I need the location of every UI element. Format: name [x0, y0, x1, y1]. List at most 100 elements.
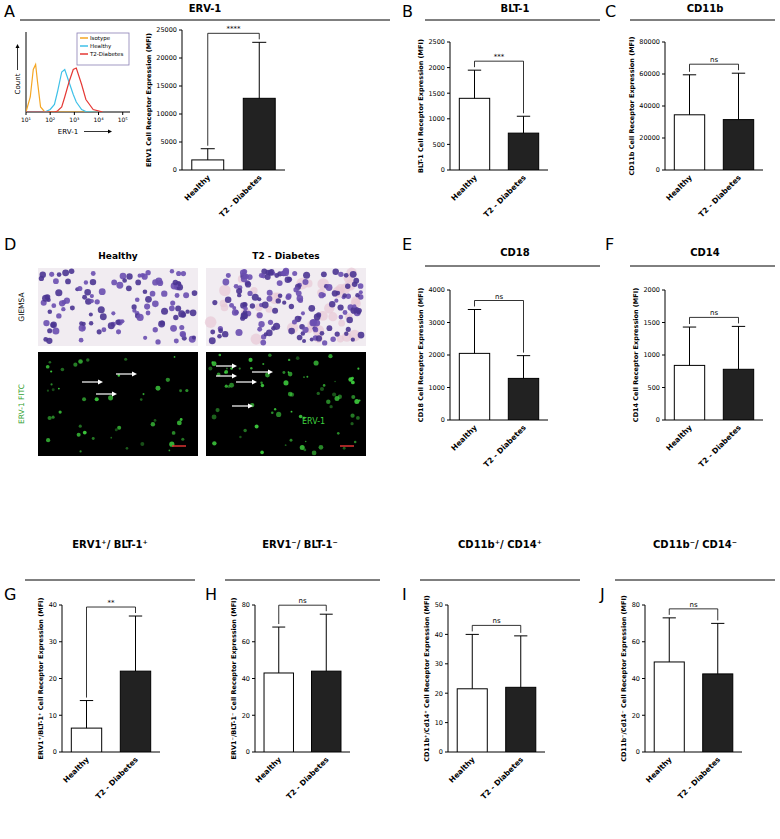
significance-label: ns — [710, 56, 718, 64]
giemsa-image — [38, 268, 198, 346]
bar — [506, 687, 536, 752]
fluorescent-cell — [351, 377, 354, 380]
y-tick-label: 80 — [242, 601, 250, 609]
fluorescent-cell — [328, 354, 332, 358]
error-stem — [135, 616, 136, 671]
error-stem — [207, 149, 208, 160]
error-bar — [711, 623, 724, 674]
error-bar — [514, 636, 527, 687]
fluorescent-cell — [243, 429, 246, 432]
cell — [358, 332, 365, 339]
bar-panel: 010203040ERV1⁺/BLT-1⁺ Cell Receptor Expr… — [37, 597, 160, 801]
cell — [81, 326, 85, 330]
y-tick-label: 60 — [632, 638, 640, 646]
significance-bracket — [208, 33, 260, 145]
fitc-image — [206, 352, 366, 456]
y-tick-label: 0 — [246, 748, 250, 756]
y-tick — [447, 170, 450, 171]
rbc — [287, 322, 299, 334]
error-bar — [468, 310, 481, 354]
cell — [90, 279, 96, 285]
fluorescent-cell — [303, 376, 305, 378]
y-tick-label: 0 — [441, 166, 445, 174]
cell — [258, 321, 264, 327]
cell — [358, 283, 364, 289]
y-tick — [447, 420, 450, 421]
cell — [50, 322, 57, 329]
y-tick — [445, 663, 448, 664]
y-tick — [662, 420, 665, 421]
cell — [302, 327, 308, 333]
cell — [292, 271, 297, 276]
cell — [321, 271, 327, 277]
cell — [209, 337, 216, 344]
title-rule — [425, 266, 600, 267]
y-tick-label: 500 — [648, 384, 660, 392]
cell — [357, 308, 362, 313]
significance-label: ns — [495, 293, 503, 301]
y-tick — [252, 605, 255, 606]
y-tick-label: 20 — [49, 675, 57, 683]
category-label: T2 - Diabetes — [218, 173, 264, 219]
y-axis-label: CD18 Cell Receptor Expression (MFI) — [417, 288, 425, 422]
category-label: T2 - Diabetes — [676, 755, 722, 801]
y-tick-label: 10000 — [156, 110, 177, 118]
y-tick — [445, 693, 448, 694]
cell — [161, 308, 168, 315]
legend-box — [77, 33, 129, 65]
cell — [111, 311, 115, 315]
arrow — [252, 371, 268, 372]
y-tick — [59, 605, 62, 606]
cell — [116, 329, 121, 334]
cell — [345, 284, 350, 289]
cell — [153, 327, 158, 332]
y-tick — [662, 322, 665, 323]
error-stem — [259, 42, 260, 98]
legend-label: Isotype — [90, 35, 111, 42]
fluorescent-cell — [248, 358, 252, 362]
cell — [39, 276, 44, 281]
fluorescent-cell — [276, 412, 281, 417]
x-arrow — [84, 131, 108, 132]
y-arrow — [17, 48, 18, 70]
cell — [226, 273, 231, 278]
cell — [70, 306, 75, 311]
panel-title: BLT-1 — [501, 3, 530, 14]
y-tick-label: 0 — [173, 166, 177, 174]
image-panel: HealthyT2 - DiabetesGIEMSAERV-1 FITCERV-… — [17, 251, 366, 456]
cell — [135, 280, 141, 286]
cell — [170, 269, 174, 273]
cell — [303, 272, 310, 279]
fluorescent-cell — [47, 390, 49, 392]
bar — [508, 133, 538, 170]
column-title: Healthy — [98, 251, 138, 261]
category-label: Healthy — [61, 755, 91, 785]
significance-bracket — [472, 625, 521, 632]
bar-panel: 020000400006000080000CD11b Cell Receptor… — [628, 37, 764, 220]
fluorescent-cell — [216, 408, 220, 412]
fluorescent-cell — [290, 439, 293, 442]
error-stem — [689, 75, 690, 115]
y-tick-label: 20 — [242, 712, 250, 720]
significance-bracket — [279, 605, 327, 624]
fluorescent-cell — [225, 385, 228, 388]
cell — [236, 288, 242, 294]
fluorescent-cell — [50, 370, 52, 372]
title-rule — [20, 20, 390, 21]
cell — [47, 298, 51, 302]
y-tick — [662, 106, 665, 107]
bar — [703, 674, 733, 752]
panel-title: CD18 — [500, 247, 530, 258]
cell — [145, 296, 152, 303]
cell — [100, 313, 107, 320]
y-axis-label: ERV1⁻/BLT-1⁻ Cell Receptor Expression (M… — [230, 597, 238, 759]
cell — [314, 314, 321, 321]
y-axis — [448, 605, 449, 752]
fluorescent-cell — [323, 384, 326, 387]
series-line — [26, 68, 103, 112]
error-bar — [320, 614, 333, 671]
legend-swatch — [80, 53, 88, 55]
cell — [327, 325, 333, 331]
fluorescent-cell — [179, 389, 182, 392]
y-axis-label: CD11b Cell Receptor Expression (MFI) — [628, 37, 636, 176]
